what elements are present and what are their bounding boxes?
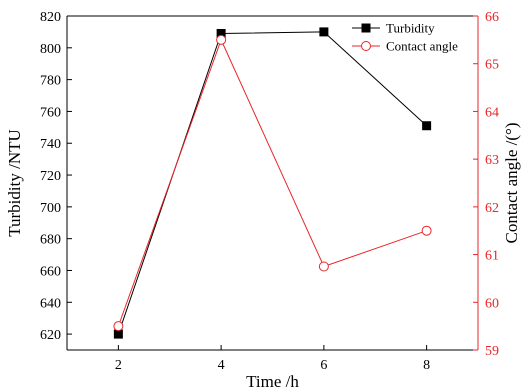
- y-left-axis-title: Turbidity /NTU: [5, 129, 24, 237]
- y-right-tick-label: 60: [485, 296, 499, 311]
- y-right-tick-label: 63: [485, 153, 499, 168]
- data-point-square: [319, 27, 329, 37]
- y-right-tick-label: 61: [485, 249, 499, 264]
- series-line-2: [117, 38, 427, 327]
- x-axis-title: Time /h: [246, 372, 299, 391]
- data-point-circle: [113, 321, 124, 332]
- x-tick-label: 6: [320, 358, 327, 373]
- legend-circle-marker: [361, 41, 371, 51]
- ticks-layer: 2 4 6 8 620 640 660 680 700 720 740 760 780 800 820 59 6…: [40, 10, 499, 373]
- y-left-tick-label: 800: [40, 42, 61, 57]
- y-right-tick-label: 66: [485, 10, 499, 25]
- data-point-square: [422, 121, 432, 131]
- y-right-axis-title: Contact angle /(°): [502, 122, 521, 243]
- data-point-circle: [216, 34, 227, 45]
- y-left-tick-label: 760: [40, 105, 61, 120]
- y-left-tick-label: 660: [40, 264, 61, 279]
- data-point-square: [216, 28, 226, 38]
- x-tick-label: 4: [218, 358, 225, 373]
- x-tick-label: 2: [115, 358, 122, 373]
- y-left-tick-label: 640: [40, 296, 61, 311]
- data-point-square: [113, 329, 123, 339]
- y-left-tick-label: 680: [40, 233, 61, 248]
- y-left-tick-label: 620: [40, 328, 61, 343]
- y-right-tick-label: 65: [485, 58, 499, 73]
- y-left-tick-label: 820: [40, 10, 61, 25]
- legend: Turbidity Contact angle: [352, 21, 458, 54]
- y-right-tick-label: 59: [485, 344, 499, 359]
- y-left-tick-label: 740: [40, 137, 61, 152]
- y-left-tick-label: 700: [40, 201, 61, 216]
- y-right-tick-label: 62: [485, 201, 499, 216]
- y-right-tick-label: 64: [485, 105, 499, 120]
- axes-layer: [66, 15, 479, 351]
- data-point-circle: [318, 261, 329, 272]
- x-tick-label: 8: [423, 358, 430, 373]
- y-left-tick-label: 720: [40, 169, 61, 184]
- legend-label: Contact angle: [386, 39, 458, 54]
- series-line-1: [117, 31, 427, 335]
- y-left-tick-label: 780: [40, 74, 61, 89]
- legend-square-marker: [361, 23, 371, 33]
- series-layer: [113, 27, 432, 339]
- legend-label: Turbidity: [386, 21, 435, 36]
- data-point-circle: [421, 225, 432, 236]
